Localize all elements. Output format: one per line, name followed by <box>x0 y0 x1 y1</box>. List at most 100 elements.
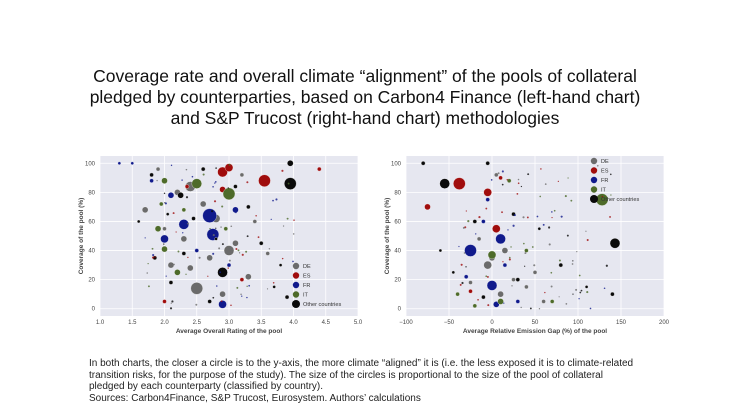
point-de <box>239 172 245 178</box>
minor-point <box>507 229 509 231</box>
minor-point <box>605 264 608 267</box>
point-de <box>468 280 473 285</box>
point-other-countries <box>287 160 294 167</box>
minor-point <box>572 260 574 262</box>
minor-point <box>512 224 515 227</box>
x-tick-label: −50 <box>444 320 455 326</box>
point-it <box>161 245 168 253</box>
title-line-2: pledged by counterparties, based on Carb… <box>89 87 641 107</box>
minor-point <box>485 275 488 278</box>
minor-point <box>548 243 551 246</box>
minor-point <box>516 192 519 195</box>
point-de <box>532 270 538 275</box>
minor-point <box>578 274 581 277</box>
point-de <box>180 235 187 243</box>
minor-point <box>234 243 237 246</box>
y-axis-label: Coverage of the pool (%) <box>384 198 391 275</box>
minor-point <box>520 306 522 309</box>
point-de <box>190 282 203 295</box>
minor-point <box>460 263 463 266</box>
point-fr <box>486 280 498 291</box>
minor-point <box>485 207 488 210</box>
minor-point <box>211 210 214 213</box>
minor-point <box>238 252 241 254</box>
minor-point <box>241 295 243 297</box>
point-de <box>524 284 529 290</box>
point-other-countries <box>214 237 218 241</box>
point-other-countries <box>168 280 174 285</box>
minor-point <box>508 258 511 261</box>
point-fr <box>464 274 469 279</box>
point-fr <box>502 262 508 268</box>
y-tick-label: 100 <box>85 161 96 167</box>
minor-point <box>490 179 493 181</box>
minor-point <box>212 296 215 299</box>
minor-point <box>610 173 612 176</box>
legend-label: IT <box>303 293 309 299</box>
x-tick-label: 4.0 <box>289 320 298 326</box>
minor-point <box>154 256 156 258</box>
minor-point <box>566 234 569 237</box>
point-fr <box>117 161 121 165</box>
point-other-countries <box>246 204 251 210</box>
minor-point <box>214 182 216 184</box>
caption-line-2: transition risks, for the purpose of the… <box>89 369 603 381</box>
point-other-countries <box>284 294 290 300</box>
minor-point <box>465 266 467 268</box>
point-es <box>424 203 431 211</box>
minor-point <box>550 271 553 274</box>
minor-point <box>185 273 187 275</box>
minor-point <box>502 261 504 263</box>
minor-point <box>603 287 606 290</box>
minor-point <box>511 285 513 287</box>
minor-point <box>550 285 553 288</box>
point-fr <box>232 206 239 213</box>
legend-marker <box>590 176 598 184</box>
legend-label: ES <box>303 274 311 280</box>
minor-point <box>517 182 520 185</box>
point-fr <box>194 248 199 253</box>
point-es <box>239 277 245 282</box>
minor-point <box>236 286 239 289</box>
minor-point <box>542 223 545 226</box>
legend-marker <box>590 157 598 165</box>
minor-point <box>575 288 578 291</box>
minor-point <box>212 185 214 188</box>
minor-point <box>533 264 536 267</box>
legend-marker <box>590 195 598 203</box>
minor-point <box>524 252 527 255</box>
minor-point <box>282 225 285 227</box>
minor-point <box>567 177 569 179</box>
minor-point <box>609 216 611 218</box>
point-it <box>524 248 529 253</box>
minor-point <box>156 179 158 182</box>
minor-point <box>257 236 260 239</box>
minor-point <box>501 170 504 173</box>
point-fr <box>218 300 227 309</box>
point-other-countries <box>485 161 490 166</box>
minor-point <box>221 243 224 246</box>
minor-point <box>227 267 229 269</box>
caption-line-1: In both charts, the closer a circle is t… <box>89 358 634 369</box>
minor-point <box>461 281 464 285</box>
point-other-countries <box>149 172 154 178</box>
minor-point <box>540 168 542 170</box>
point-de <box>265 251 270 256</box>
minor-point <box>240 293 242 296</box>
point-it <box>472 303 477 308</box>
minor-point <box>144 237 146 239</box>
minor-point <box>497 172 500 175</box>
minor-point <box>462 226 465 229</box>
minor-point <box>589 307 592 310</box>
point-other-countries <box>584 285 589 289</box>
minor-point <box>245 250 248 253</box>
title-line-1: Coverage rate and overall climate “align… <box>93 66 637 86</box>
point-it <box>222 187 236 200</box>
minor-point <box>275 198 278 201</box>
legend-marker <box>292 281 300 289</box>
y-tick-label: 0 <box>92 307 96 313</box>
minor-point <box>182 232 184 234</box>
minor-point <box>531 246 534 248</box>
minor-point <box>172 212 175 215</box>
minor-point <box>465 210 467 212</box>
